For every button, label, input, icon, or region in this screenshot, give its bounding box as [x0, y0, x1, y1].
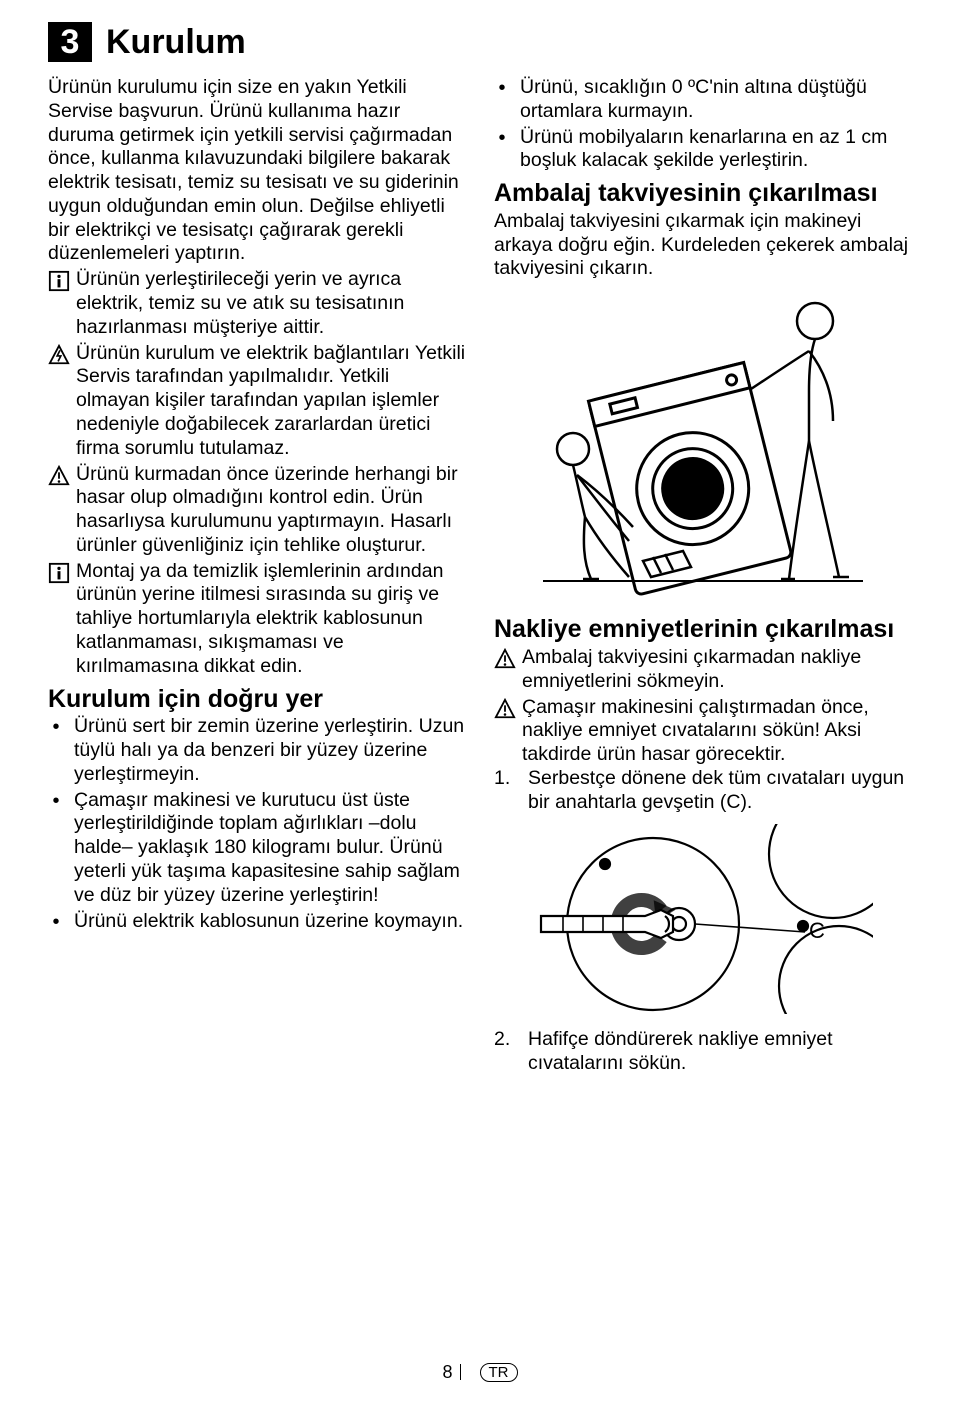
step-text: Hafifçe döndürerek nakliye emniyet cıvat… — [528, 1028, 912, 1076]
bullet-text: Ürünü mobilyaların kenarlarına en az 1 c… — [520, 126, 912, 174]
chapter-header: 3 Kurulum — [48, 22, 912, 62]
list-item: Ürünü, sıcaklığın 0 ºC'nin altına düştüğ… — [494, 76, 912, 124]
step-number: 2. — [494, 1028, 518, 1052]
intro-paragraph: Ürünün kurulumu için size en yakın Yetki… — [48, 76, 466, 266]
right-column: Ürünü, sıcaklığın 0 ºC'nin altına düştüğ… — [494, 76, 912, 1076]
caution-note-packaging-first: Ambalaj takviyesini çıkarmadan nakliye e… — [494, 646, 912, 694]
caution-damage-text: Ürünü kurmadan önce üzerinde herhangi bi… — [76, 463, 466, 558]
bolt-removal-steps: 1. Serbestçe dönene dek tüm cıvataları u… — [494, 767, 912, 815]
chapter-number-badge: 3 — [48, 22, 92, 62]
step-text: Serbestçe dönene dek tüm cıvataları uygu… — [528, 767, 912, 815]
info-note-2: Montaj ya da temizlik işlemlerinin ardın… — [48, 560, 466, 679]
svg-text:C: C — [809, 918, 825, 943]
packaging-removal-text: Ambalaj takviyesini çıkarmak için makine… — [494, 210, 912, 281]
bullet-text: Ürünü elektrik kablosunun üzerine koymay… — [74, 910, 463, 934]
tilt-machine-illustration — [533, 291, 873, 601]
two-column-layout: Ürünün kurulumu için size en yakın Yetki… — [48, 76, 912, 1076]
electric-warning-icon — [48, 344, 70, 366]
list-item: Ürünü mobilyaların kenarlarına en az 1 c… — [494, 126, 912, 174]
bullet-text: Ürünü sert bir zemin üzerine yerleştirin… — [74, 715, 466, 786]
info-icon — [48, 562, 70, 584]
info-note-1-text: Ürünün yerleştirileceği yerin ve ayrıca … — [76, 268, 466, 339]
subheading-packaging-removal: Ambalaj takviyesinin çıkarılması — [494, 179, 912, 208]
page-number: 8 — [442, 1362, 452, 1382]
caution-text: Çamaşır makinesini çalıştırmadan önce, n… — [522, 696, 912, 767]
page-footer: 8 TR — [0, 1362, 960, 1383]
info-note-1: Ürünün yerleştirileceği yerin ve ayrıca … — [48, 268, 466, 339]
list-item: 1. Serbestçe dönene dek tüm cıvataları u… — [494, 767, 912, 815]
placement-bullet-list: Ürünü sert bir zemin üzerine yerleştirin… — [48, 715, 466, 934]
info-icon — [48, 270, 70, 292]
subheading-transport-bolts: Nakliye emniyetlerinin çıkarılması — [494, 615, 912, 644]
list-item: Çamaşır makinesi ve kurutucu üst üste ye… — [48, 789, 466, 908]
list-item: Ürünü elektrik kablosunun üzerine koymay… — [48, 910, 466, 934]
caution-icon — [48, 465, 70, 487]
electrical-warning-note: Ürünün kurulum ve elektrik bağlantıları … — [48, 342, 466, 461]
environment-bullet-list: Ürünü, sıcaklığın 0 ºC'nin altına düştüğ… — [494, 76, 912, 173]
list-item: Ürünü sert bir zemin üzerine yerleştirin… — [48, 715, 466, 786]
list-item: 2. Hafifçe döndürerek nakliye emniyet cı… — [494, 1028, 912, 1076]
loosen-bolt-illustration: C — [533, 824, 873, 1014]
bullet-text: Çamaşır makinesi ve kurutucu üst üste ye… — [74, 789, 466, 908]
chapter-title: Kurulum — [106, 23, 246, 62]
info-note-2-text: Montaj ya da temizlik işlemlerinin ardın… — [76, 560, 466, 679]
footer-separator — [460, 1364, 461, 1380]
bolt-removal-steps-2: 2. Hafifçe döndürerek nakliye emniyet cı… — [494, 1028, 912, 1076]
language-badge: TR — [480, 1363, 518, 1382]
electrical-warning-text: Ürünün kurulum ve elektrik bağlantıları … — [76, 342, 466, 461]
bullet-text: Ürünü, sıcaklığın 0 ºC'nin altına düştüğ… — [520, 76, 912, 124]
caution-text: Ambalaj takviyesini çıkarmadan nakliye e… — [522, 646, 912, 694]
caution-icon — [494, 648, 516, 670]
caution-icon — [494, 698, 516, 720]
caution-damage-note: Ürünü kurmadan önce üzerinde herhangi bi… — [48, 463, 466, 558]
subheading-correct-place: Kurulum için doğru yer — [48, 685, 466, 714]
left-column: Ürünün kurulumu için size en yakın Yetki… — [48, 76, 466, 1076]
step-number: 1. — [494, 767, 518, 791]
caution-note-remove-bolts: Çamaşır makinesini çalıştırmadan önce, n… — [494, 696, 912, 767]
